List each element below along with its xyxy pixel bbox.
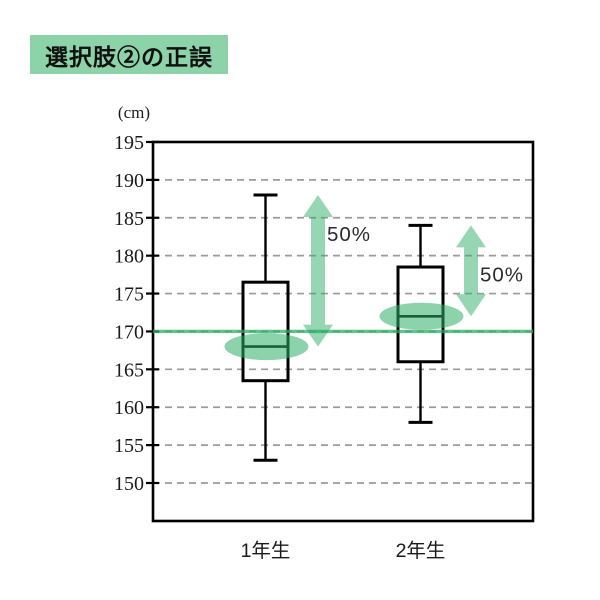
y-axis-unit-label: (cm) [118, 103, 150, 122]
y-tick-label-150: 150 [114, 473, 144, 495]
y-tick-label-180: 180 [114, 246, 144, 268]
page-title: 選択肢②の正誤 [45, 43, 213, 70]
category-label-1: 1年生 [241, 540, 291, 562]
range-arrow-1 [303, 195, 333, 347]
y-tick-label-155: 155 [114, 435, 144, 457]
y-tick-label-175: 175 [114, 284, 144, 306]
median-highlight-ellipse-1 [224, 333, 309, 361]
category-label-2: 2年生 [396, 540, 446, 562]
percent-label-1: 50% [327, 223, 371, 246]
y-tick-label-185: 185 [114, 208, 144, 230]
y-tick-label-170: 170 [114, 321, 144, 343]
percent-label-2: 50% [480, 263, 524, 286]
title-badge: 選択肢②の正誤 [30, 35, 228, 74]
y-tick-label-190: 190 [114, 170, 144, 192]
y-tick-label-195: 195 [114, 132, 144, 154]
y-tick-label-165: 165 [114, 359, 144, 381]
range-arrow-2 [456, 225, 486, 317]
median-highlight-ellipse-2 [379, 302, 464, 330]
y-tick-label-160: 160 [114, 397, 144, 419]
